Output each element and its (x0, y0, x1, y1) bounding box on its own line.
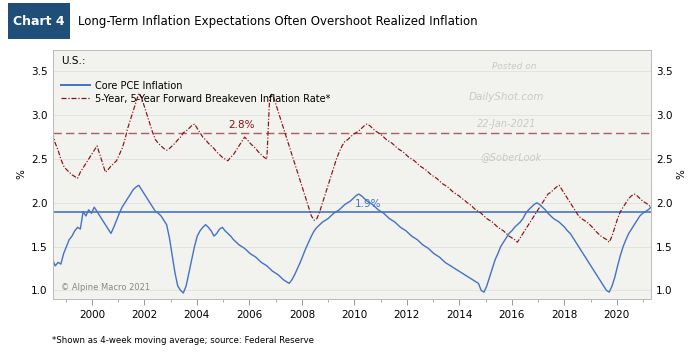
Text: U.S.:: U.S.: (62, 56, 86, 66)
Text: DailyShot.com: DailyShot.com (468, 92, 544, 102)
Y-axis label: %: % (17, 170, 27, 179)
Text: 22-Jan-2021: 22-Jan-2021 (477, 119, 537, 130)
Text: Posted on: Posted on (492, 62, 537, 71)
Text: Long-Term Inflation Expectations Often Overshoot Realized Inflation: Long-Term Inflation Expectations Often O… (78, 15, 477, 28)
Y-axis label: %: % (677, 170, 687, 179)
Text: © Alpine Macro 2021: © Alpine Macro 2021 (62, 282, 150, 292)
Legend: Core PCE Inflation, 5-Year, 5-Year Forward Breakeven Inflation Rate*: Core PCE Inflation, 5-Year, 5-Year Forwa… (57, 77, 335, 108)
Text: 2.8%: 2.8% (228, 120, 255, 130)
Text: @SoberLook: @SoberLook (480, 152, 542, 162)
Text: 1.9%: 1.9% (354, 199, 381, 209)
Text: *Shown as 4-week moving average; source: Federal Reserve: *Shown as 4-week moving average; source:… (52, 336, 314, 345)
FancyBboxPatch shape (8, 4, 70, 39)
Text: Chart 4: Chart 4 (13, 15, 65, 28)
